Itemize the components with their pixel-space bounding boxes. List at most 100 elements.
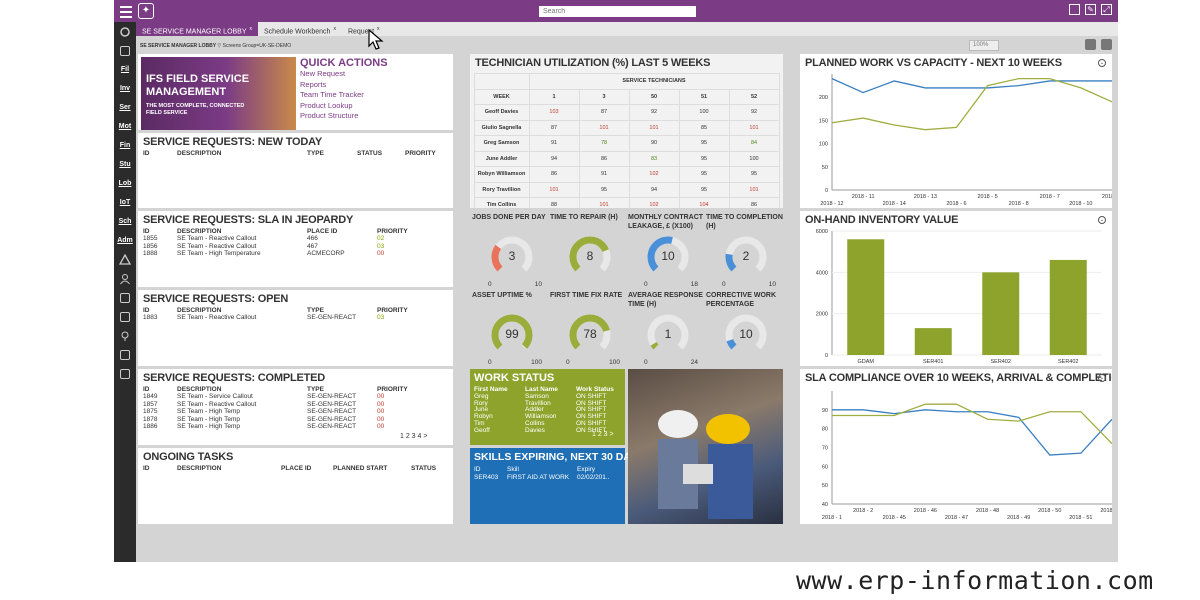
work-status-panel: WORK STATUS First Name Last Name Work Stat… — [470, 369, 625, 445]
pagination[interactable]: 1 2 3 4 > — [400, 433, 428, 440]
chevron-down-icon[interactable]: ⌄ — [1098, 216, 1106, 224]
tab-close-icon[interactable]: x — [249, 26, 253, 32]
refresh-icon[interactable] — [114, 22, 136, 41]
watermark: www.erp-information.com — [796, 566, 1154, 595]
table-row[interactable]: 1886 SE Team - High Temp SE-GEN-REACT 00 — [143, 423, 385, 430]
table-row: June Addler 94 86 83 95 100 — [473, 150, 780, 167]
list-icon[interactable] — [114, 288, 136, 307]
grid-icon[interactable] — [114, 345, 136, 364]
panel-title: ONGOING TASKS — [143, 451, 234, 463]
x-tick-label: 2018 - 50 — [1038, 508, 1061, 514]
tab-close-icon[interactable]: x — [333, 26, 336, 32]
tab-close-icon[interactable]: x — [377, 26, 380, 32]
x-tick-label: 2018 - 10 — [1069, 201, 1092, 207]
ifs-logo-icon[interactable]: ✦ — [138, 3, 154, 19]
y-tick-label: 50 — [822, 483, 828, 489]
pagination[interactable]: 1 2 3 > — [592, 431, 614, 438]
sidebar-item-lob[interactable]: Lob — [118, 180, 132, 187]
search-input[interactable] — [539, 6, 696, 17]
table-row[interactable]: 1883 SE Team - Reactive Callout SE-GEN-REA… — [143, 314, 385, 321]
y-tick-label: 4000 — [816, 270, 828, 276]
list-item[interactable]: SER403 FIRST AID AT WORK 02/02/201.. — [474, 474, 610, 481]
table-row[interactable]: 1888 SE Team - High Temperature ACMECORP 00 — [143, 250, 385, 257]
list-item[interactable]: Tim Collins ON SHIFT — [474, 419, 607, 427]
sidebar-item-mot[interactable]: Mot — [118, 123, 132, 130]
tab-request[interactable]: Request x — [347, 26, 380, 36]
bar — [847, 239, 885, 355]
sidebar-item-inv[interactable]: Inv — [119, 85, 131, 92]
panel-title: SERVICE REQUESTS: OPEN — [143, 293, 289, 305]
x-tick-label: 2018 - 45 — [883, 515, 906, 521]
kpi-panel: JOBS DONE PER DAY 3 0 10 TIME TO REPAIR (H)… — [470, 211, 783, 366]
y-tick-label: 0 — [825, 353, 828, 359]
planned-work-chart: PLANNED WORK VS CAPACITY - NEXT 10 WEEKS… — [800, 54, 1112, 208]
list-item[interactable]: Greg Samson ON SHIFT — [474, 392, 607, 400]
table-row[interactable]: 1878 SE Team - High Temp SE-GEN-REACT 00 — [143, 415, 385, 423]
x-tick-label: 2018 - 49 — [1007, 515, 1030, 521]
kpi-gauge: ASSET UPTIME % 99 0 100 — [472, 292, 542, 366]
chart-title: PLANNED WORK VS CAPACITY - NEXT 10 WEEKS — [805, 57, 1062, 69]
person-icon[interactable] — [114, 269, 136, 288]
lock-icon[interactable] — [1085, 39, 1096, 50]
table-row[interactable]: 1857 SE Team - Reactive Callout SE-GEN-REA… — [143, 400, 385, 408]
list-item[interactable]: Geoff Davies ON SHIFT — [474, 426, 607, 434]
sidebar-item-fin[interactable]: Fin — [119, 142, 131, 149]
menu-icon[interactable] — [118, 3, 134, 19]
ongoing-tasks-panel: ONGOING TASKS ID DESCRIPTION PLACE ID PLANN… — [138, 448, 453, 524]
sidebar-item-iot[interactable]: IoT — [119, 199, 131, 206]
kpi-gauge: CORRECTIVE WORK PERCENTAGE 10 — [706, 291, 783, 357]
sidebar-item-adm[interactable]: Adm — [117, 237, 133, 244]
chevron-down-icon[interactable]: ⌄ — [1098, 59, 1106, 67]
y-tick-label: 70 — [822, 446, 828, 452]
y-tick-label: 200 — [819, 95, 828, 101]
series-line — [831, 77, 1112, 131]
sla-compliance-chart: SLA COMPLIANCE OVER 10 WEEKS, ARRIVAL & … — [800, 369, 1112, 524]
y-tick-label: 0 — [825, 188, 828, 194]
table-row[interactable]: 1855 SE Team - Reactive Callout 466 02 — [143, 235, 385, 242]
kpi-gauge: FIRST TIME FIX RATE 78 0 100 — [550, 292, 623, 366]
gauge-fill — [647, 236, 689, 278]
fullscreen-icon[interactable]: ⤢ — [1101, 4, 1112, 15]
warning-icon[interactable] — [114, 250, 136, 269]
x-tick-label: 2018 - 2 — [853, 508, 873, 514]
sr-completed-panel: SERVICE REQUESTS: COMPLETED ID DESCRIPTIO… — [138, 369, 453, 445]
x-tick-label: 2018 - 7 — [1040, 194, 1060, 200]
calendar-icon[interactable] — [114, 307, 136, 326]
product-structure-link[interactable]: Product Structure — [300, 111, 359, 120]
edit-icon[interactable]: ✎ — [1085, 4, 1096, 15]
x-tick-label: 2018 - 47 — [945, 515, 968, 521]
breadcrumb: SE SERVICE MANAGER LOBBY ▽ Screens Group… — [140, 43, 292, 49]
table-row[interactable]: 1856 SE Team - Reactive Callout 467 03 — [143, 242, 385, 250]
list-item[interactable]: June Addler ON SHIFT — [474, 406, 607, 414]
quick-actions: QUICK ACTIONS New Request Reports Team T… — [300, 57, 388, 120]
list-item[interactable]: Robyn Williamson ON SHIFT — [474, 413, 607, 421]
new-request-link[interactable]: New Request — [300, 69, 346, 78]
minimize-icon[interactable] — [1069, 4, 1080, 15]
zoom-select[interactable]: 100% — [969, 40, 999, 51]
sr-new-panel: SERVICE REQUESTS: NEW TODAY ID DESCRIPTIO… — [138, 133, 453, 208]
home-icon[interactable] — [114, 41, 136, 60]
location-icon[interactable] — [114, 326, 136, 345]
x-tick-label: 2018 - 46 — [914, 508, 937, 514]
table-row: Greg Samson 91 78 90 95 84 — [473, 135, 780, 152]
panel-title: TECHNICIAN UTILIZATION (%) LAST 5 WEEKS — [475, 57, 711, 69]
tab-lobby[interactable]: SE SERVICE MANAGER LOBBY x — [136, 22, 259, 36]
skills-expiring-panel: SKILLS EXPIRING, NEXT 30 DAYS ID Skill Exp… — [470, 448, 644, 524]
team-time-tracker-link[interactable]: Team Time Tracker — [300, 90, 364, 99]
tab-schedule-workbench[interactable]: Schedule Workbench x — [264, 26, 336, 36]
table-row[interactable]: 1875 SE Team - High Temp SE-GEN-REACT 00 — [143, 408, 385, 415]
list-item[interactable]: Rory Travillion ON SHIFT — [474, 399, 607, 407]
sidebar-item-ser[interactable]: Ser — [119, 104, 131, 111]
sr-sla-panel: SERVICE REQUESTS: SLA IN JEOPARDY ID DESC… — [138, 211, 453, 287]
chevron-down-icon[interactable]: ⌄ — [1098, 374, 1106, 382]
sidebar-item-sch[interactable]: Sch — [118, 218, 132, 225]
sidebar-item-fil[interactable]: Fil — [120, 66, 130, 73]
table-row[interactable]: 1849 SE Team - Service Callout SE-GEN-REAC… — [143, 393, 385, 400]
user-lock-icon[interactable] — [1101, 39, 1112, 50]
reports-link[interactable]: Reports — [300, 79, 327, 89]
gauge-fill — [491, 314, 533, 356]
sidebar-item-stu[interactable]: Stu — [119, 161, 131, 168]
product-lookup-link[interactable]: Product Lookup — [300, 100, 353, 110]
document-icon[interactable] — [114, 364, 136, 383]
x-tick-label: 2018 - 9 — [1102, 194, 1112, 200]
